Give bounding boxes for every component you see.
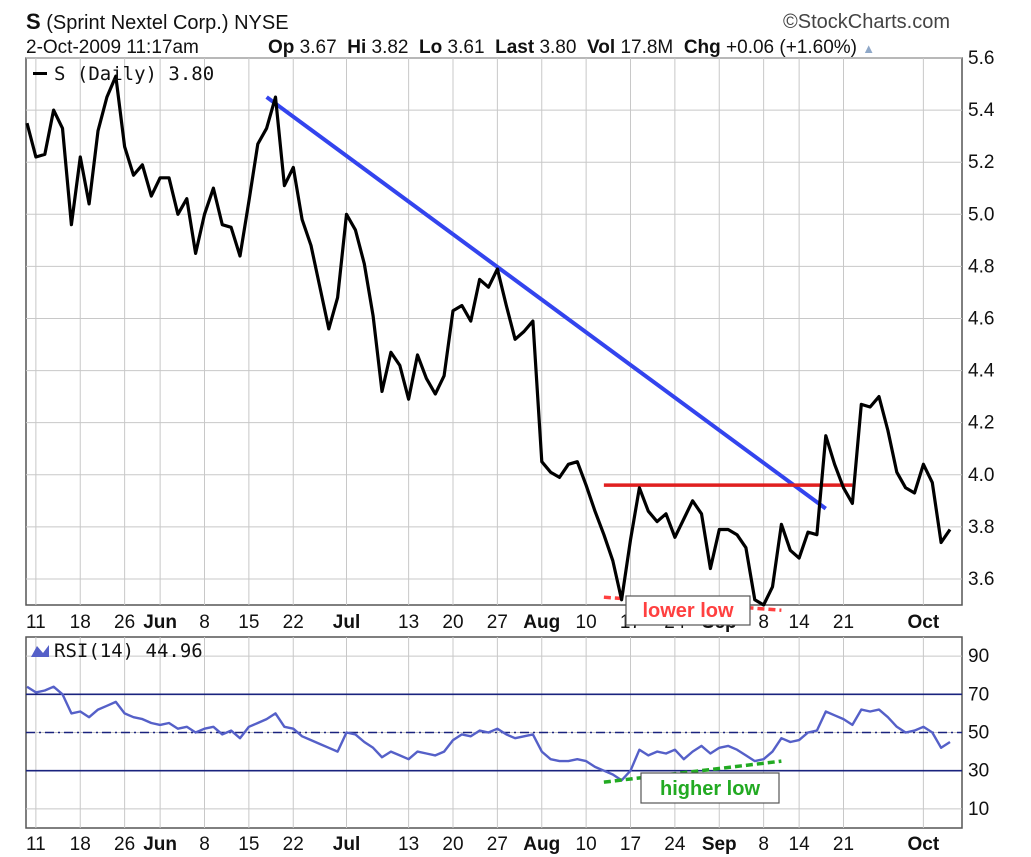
rsi-x-tick-label: Jul xyxy=(333,834,360,855)
price-x-tick-label: 27 xyxy=(487,612,508,633)
rsi-series xyxy=(26,685,951,782)
change-up-icon: ▲ xyxy=(862,41,876,56)
rsi-x-tick-label: Sep xyxy=(702,834,737,855)
rsi-x-tick-label: 17 xyxy=(620,834,641,855)
rsi-line xyxy=(26,685,951,782)
open-label: Op xyxy=(268,37,295,58)
downtrend-line xyxy=(265,95,827,511)
rsi-x-tick-label: 8 xyxy=(199,834,210,855)
high-value: 3.82 xyxy=(371,37,409,58)
low-label: Lo xyxy=(419,37,443,58)
rsi-legend-icon xyxy=(31,645,49,657)
rsi-x-tick-label: Oct xyxy=(908,834,940,855)
rsi-x-tick-label: 22 xyxy=(283,834,304,855)
rsi-y-axis: 10 30 50 70 90 xyxy=(968,646,989,820)
ticker-symbol: S xyxy=(26,9,41,34)
price-y-tick-label: 5.2 xyxy=(968,152,994,173)
price-panel-background xyxy=(25,57,963,606)
price-series xyxy=(25,74,952,607)
price-x-tick-label: 20 xyxy=(442,612,463,633)
chart-header-line1: S (Sprint Nextel Corp.) NYSE xyxy=(26,9,289,35)
rsi-x-tick-label: 21 xyxy=(833,834,854,855)
price-x-tick-label: Jul xyxy=(333,612,360,633)
lower-low-label: lower low xyxy=(642,600,734,622)
rsi-y-tick-label: 50 xyxy=(968,723,989,744)
volume-value: 17.8M xyxy=(620,37,674,58)
price-y-tick-label: 5.4 xyxy=(968,100,995,121)
price-x-tick-label: Jun xyxy=(143,612,177,633)
rsi-level-lines xyxy=(26,693,962,772)
price-x-tick-label: 26 xyxy=(114,612,135,633)
rsi-annotations: higher low xyxy=(603,759,782,804)
price-x-tick-label: 13 xyxy=(398,612,419,633)
last-value: 3.80 xyxy=(539,37,577,58)
price-annotations: lower low xyxy=(265,95,853,626)
rsi-x-tick-label: Aug xyxy=(523,834,560,855)
rsi-x-tick-label: 8 xyxy=(758,834,769,855)
rsi-x-tick-label: 24 xyxy=(664,834,686,855)
price-x-tick-label: 15 xyxy=(238,612,259,633)
price-y-tick-label: 4.0 xyxy=(968,465,994,486)
last-label: Last xyxy=(495,37,535,58)
higher-low-label: higher low xyxy=(660,778,760,800)
price-y-tick-label: 3.8 xyxy=(968,517,994,538)
rsi-x-tick-label: 10 xyxy=(576,834,597,855)
rsi-legend: RSI(14) 44.96 xyxy=(54,640,203,662)
company-name: (Sprint Nextel Corp.) xyxy=(46,12,229,34)
rsi-x-tick-label: 20 xyxy=(442,834,463,855)
rsi-x-tick-label: Jun xyxy=(143,834,177,855)
price-y-axis: 3.6 3.8 4.0 4.2 4.4 4.6 4.8 5.0 5.2 5.4 5.6 xyxy=(968,48,995,590)
rsi-x-tick-label: 11 xyxy=(26,834,46,855)
change-value: +0.06 (+1.60%) xyxy=(726,37,858,58)
rsi-x-tick-label: 13 xyxy=(398,834,419,855)
volume-label: Vol xyxy=(587,37,616,58)
price-x-tick-label: 18 xyxy=(70,612,91,633)
price-legend-swatch xyxy=(33,72,47,75)
rsi-x-tick-label: 18 xyxy=(70,834,91,855)
change-label: Chg xyxy=(683,37,721,58)
price-y-tick-label: 5.0 xyxy=(968,204,994,225)
price-x-tick-label: 8 xyxy=(758,612,769,633)
lower-low-label-box xyxy=(625,595,751,626)
rsi-x-tick-label: 26 xyxy=(114,834,135,855)
exchange-label: NYSE xyxy=(234,12,289,34)
quote-datetime: 2-Oct-2009 11:17am xyxy=(26,37,199,58)
quote-summary: Op 3.67 Hi 3.82 Lo 3.61 Last 3.80 Vol 17… xyxy=(268,37,875,59)
price-line xyxy=(25,74,952,607)
price-y-tick-label: 3.6 xyxy=(968,569,994,590)
rsi-y-tick-label: 90 xyxy=(968,646,989,667)
price-x-axis: 111826Jun81522Jul132027Aug101724Sep81421… xyxy=(26,612,940,633)
price-x-tick-label: Aug xyxy=(523,612,560,633)
price-x-tick-label: 10 xyxy=(576,612,597,633)
brand-label: ©StockCharts.com xyxy=(783,11,951,33)
rsi-y-tick-label: 30 xyxy=(968,761,989,782)
low-value: 3.61 xyxy=(447,37,485,58)
price-y-tick-label: 4.6 xyxy=(968,308,994,329)
price-y-tick-label: 4.2 xyxy=(968,413,994,434)
open-value: 3.67 xyxy=(299,37,337,58)
price-x-tick-label: 22 xyxy=(283,612,304,633)
rsi-y-tick-label: 70 xyxy=(968,684,989,705)
price-x-tick-label: 11 xyxy=(26,612,46,633)
price-x-tick-label: Oct xyxy=(908,612,940,633)
price-y-tick-label: 4.4 xyxy=(968,361,995,382)
price-x-tick-label: 8 xyxy=(199,612,210,633)
higher-low-line xyxy=(603,759,782,784)
high-label: Hi xyxy=(347,37,367,58)
higher-low-label-box xyxy=(640,772,780,804)
price-y-tick-label: 4.8 xyxy=(968,256,994,277)
rsi-x-axis: 11 18 26 Jun 8 15 22 Jul 13 20 27 Aug 10 17 24 Sep 8 14 21… xyxy=(26,834,940,855)
rsi-x-tick-label: 14 xyxy=(789,834,811,855)
rsi-y-tick-label: 10 xyxy=(968,799,989,820)
rsi-x-tick-label: 15 xyxy=(238,834,259,855)
price-y-tick-label: 5.6 xyxy=(968,48,994,69)
price-x-tick-label: 21 xyxy=(833,612,854,633)
rsi-x-tick-label: 27 xyxy=(487,834,508,855)
price-legend: S (Daily) 3.80 xyxy=(54,63,214,85)
price-x-tick-label: 14 xyxy=(789,612,811,633)
